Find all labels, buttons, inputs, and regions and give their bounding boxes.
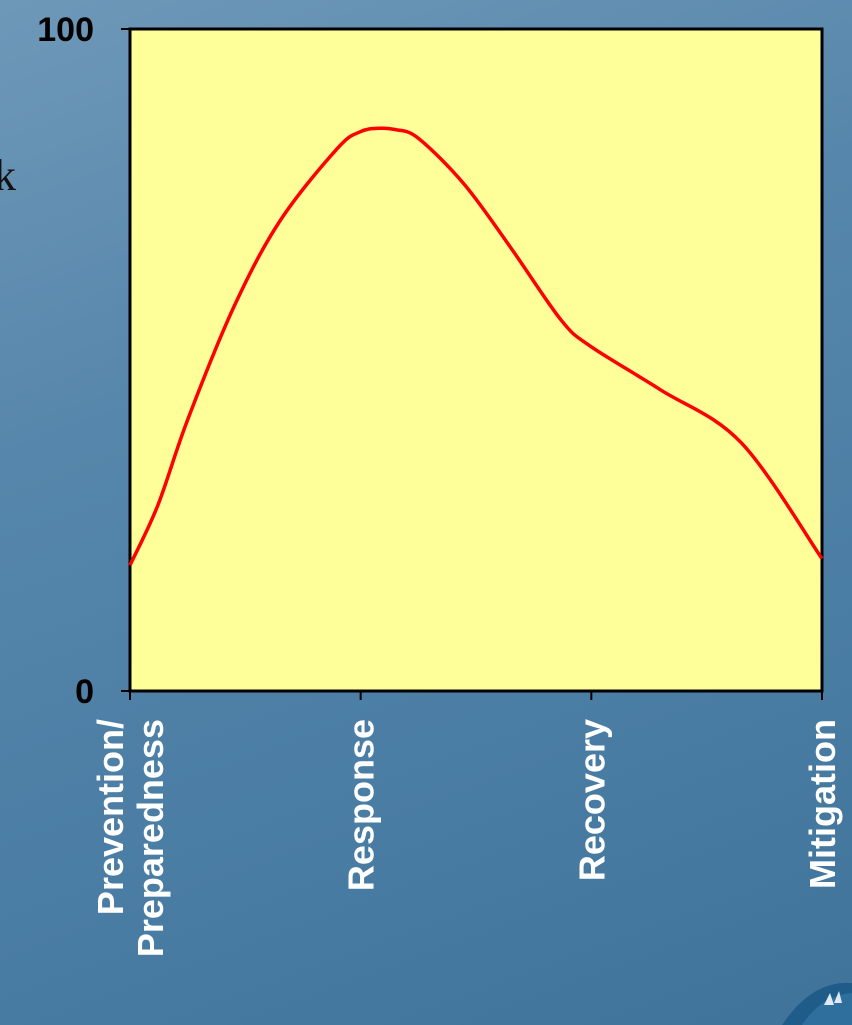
- y-tick-label: 100: [37, 11, 94, 49]
- x-category-label: Recovery: [571, 719, 612, 881]
- x-category-label: Prevention/Preparedness: [90, 719, 171, 957]
- series-line: [128, 126, 824, 566]
- logo-icon: [782, 982, 852, 1025]
- y-tick-label: 0: [75, 673, 94, 711]
- x-category-label: Mitigation: [802, 719, 843, 889]
- x-category-label: Response: [341, 719, 382, 891]
- x-axis-ticks: Prevention/Preparedness Response Recovery M…: [90, 691, 843, 957]
- y-axis-ticks: 0 100: [37, 11, 130, 711]
- plot-area: [128, 27, 824, 693]
- series-group: [128, 126, 824, 566]
- clipped-text: k: [0, 151, 16, 200]
